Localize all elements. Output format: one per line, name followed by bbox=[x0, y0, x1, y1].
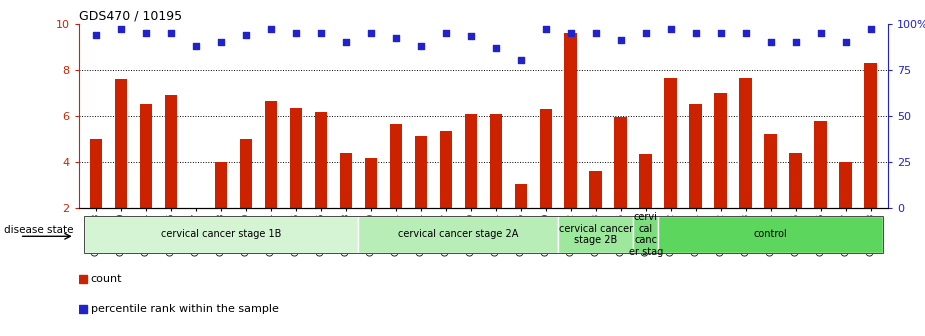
Text: cervical cancer stage 1B: cervical cancer stage 1B bbox=[161, 229, 281, 239]
Text: count: count bbox=[91, 274, 122, 284]
FancyBboxPatch shape bbox=[634, 216, 659, 253]
Bar bbox=[115, 79, 128, 208]
Bar bbox=[864, 63, 877, 208]
Point bbox=[339, 39, 353, 45]
Bar bbox=[714, 93, 727, 208]
Bar bbox=[539, 109, 552, 208]
Bar bbox=[90, 139, 103, 208]
Bar bbox=[314, 113, 327, 208]
Bar bbox=[764, 134, 777, 208]
Point bbox=[364, 30, 378, 36]
Point bbox=[763, 39, 778, 45]
Bar bbox=[265, 101, 277, 208]
Text: cervical cancer stage 2A: cervical cancer stage 2A bbox=[398, 229, 519, 239]
Point bbox=[638, 30, 653, 36]
Point bbox=[89, 32, 104, 37]
Point bbox=[289, 30, 303, 36]
Bar bbox=[789, 153, 802, 208]
Point bbox=[189, 43, 204, 48]
FancyBboxPatch shape bbox=[83, 216, 358, 253]
Point bbox=[613, 38, 628, 43]
Bar bbox=[639, 154, 652, 208]
Text: cervical cancer
stage 2B: cervical cancer stage 2B bbox=[559, 223, 633, 245]
Point bbox=[513, 58, 528, 63]
Point bbox=[863, 26, 878, 32]
Bar bbox=[689, 104, 702, 208]
Bar bbox=[614, 117, 627, 208]
Bar bbox=[414, 135, 427, 208]
Point bbox=[264, 26, 278, 32]
Point bbox=[563, 30, 578, 36]
Bar bbox=[839, 162, 852, 208]
FancyBboxPatch shape bbox=[358, 216, 559, 253]
Point bbox=[114, 26, 129, 32]
Bar bbox=[389, 124, 402, 208]
Point bbox=[663, 26, 678, 32]
Point bbox=[738, 30, 753, 36]
Bar bbox=[339, 153, 352, 208]
Point bbox=[388, 36, 403, 41]
Point bbox=[438, 30, 453, 36]
Bar bbox=[439, 131, 452, 208]
Point bbox=[488, 45, 503, 50]
Bar bbox=[564, 33, 577, 208]
Point bbox=[688, 30, 703, 36]
Point bbox=[214, 39, 228, 45]
Bar bbox=[464, 114, 477, 208]
Text: cervi
cal
canc
er stag: cervi cal canc er stag bbox=[629, 212, 663, 257]
Text: GDS470 / 10195: GDS470 / 10195 bbox=[79, 9, 181, 23]
Point bbox=[164, 30, 179, 36]
Point bbox=[314, 30, 328, 36]
Bar bbox=[739, 78, 752, 208]
Bar bbox=[589, 171, 602, 208]
Bar bbox=[664, 78, 677, 208]
Text: control: control bbox=[754, 229, 787, 239]
Point bbox=[713, 30, 728, 36]
Text: disease state: disease state bbox=[4, 225, 73, 235]
Bar bbox=[165, 95, 178, 208]
Bar bbox=[514, 184, 527, 208]
Bar bbox=[364, 158, 377, 208]
Text: percentile rank within the sample: percentile rank within the sample bbox=[91, 304, 278, 314]
Point bbox=[139, 30, 154, 36]
Bar bbox=[215, 162, 228, 208]
Bar bbox=[489, 114, 502, 208]
FancyBboxPatch shape bbox=[559, 216, 634, 253]
Point bbox=[838, 39, 853, 45]
Point bbox=[239, 32, 253, 37]
Bar bbox=[814, 121, 827, 208]
Point bbox=[588, 30, 603, 36]
Point bbox=[813, 30, 828, 36]
FancyBboxPatch shape bbox=[659, 216, 883, 253]
Bar bbox=[140, 104, 153, 208]
Bar bbox=[240, 139, 253, 208]
Bar bbox=[290, 108, 302, 208]
Point bbox=[463, 34, 478, 39]
Point bbox=[413, 43, 428, 48]
Point bbox=[538, 26, 553, 32]
Point bbox=[788, 39, 803, 45]
